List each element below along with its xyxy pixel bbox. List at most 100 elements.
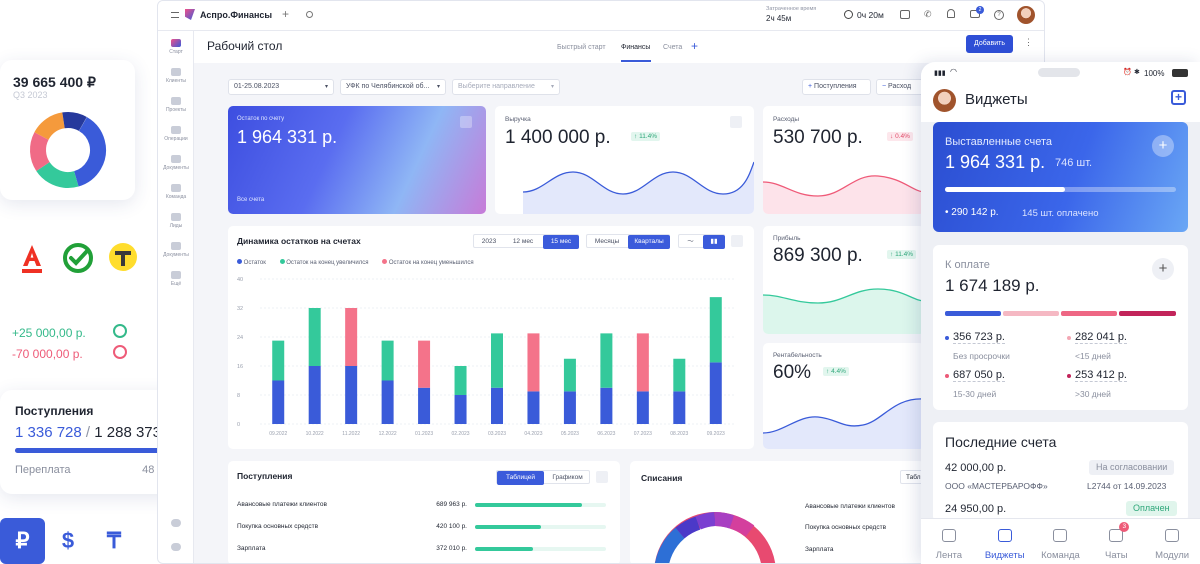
search-icon[interactable]	[306, 11, 313, 18]
profit-card[interactable]: Прибыль 869 300 р. ↑ 11.4%	[763, 226, 925, 334]
recent-amount[interactable]: 42 000,00 р.	[945, 462, 1007, 474]
bar-segment[interactable]	[308, 308, 321, 366]
nav-item[interactable]: Лента	[921, 519, 977, 564]
bar-segment[interactable]	[600, 387, 613, 424]
balance-card[interactable]: Остаток по счету 1 964 331 р. Все счета	[228, 106, 486, 214]
payable-item[interactable]: 356 723 р. Без просрочки	[945, 331, 1055, 365]
bar-segment[interactable]	[418, 340, 431, 388]
drag-handle-icon[interactable]	[596, 471, 608, 483]
menu-icon[interactable]	[171, 12, 179, 18]
tab-quick-start[interactable]: Быстрый старт	[557, 44, 606, 51]
bar-segment[interactable]	[636, 391, 649, 424]
bar-segment[interactable]	[272, 380, 285, 425]
payable-item[interactable]: 282 041 р. <15 дней	[1067, 331, 1177, 365]
add-tab-icon[interactable]: +	[691, 39, 699, 53]
help-icon[interactable]: ?	[994, 10, 1004, 20]
bar-segment[interactable]	[709, 362, 722, 424]
issued-invoices-card[interactable]: Выставленные счета 1 964 331 р. 746 шт. …	[933, 122, 1188, 232]
sidebar-item-team[interactable]: Команда	[158, 184, 194, 200]
nav-item[interactable]: Виджеты	[977, 519, 1033, 564]
bar-segment[interactable]	[491, 387, 503, 424]
payable-item[interactable]: 687 050 р. 15-30 дней	[945, 369, 1055, 403]
phone-avatar[interactable]	[933, 89, 956, 112]
bar-segment[interactable]	[600, 333, 613, 388]
sidebar-item-more[interactable]: Ещё	[158, 271, 194, 287]
nav-item[interactable]: Чаты 3	[1088, 519, 1144, 564]
bar-segment[interactable]	[381, 380, 394, 425]
view-table[interactable]: Таблицей	[497, 471, 544, 485]
currency-kzt-button[interactable]: ₸	[107, 528, 121, 553]
grouping-quarters[interactable]: Кварталы	[628, 235, 670, 249]
bar-segment[interactable]	[454, 366, 467, 395]
sidebar-item-start[interactable]: Старт	[158, 39, 194, 55]
direction-filter[interactable]: Выберите направление ▾	[452, 79, 560, 95]
writeoffs-view-button[interactable]: Табл	[900, 470, 925, 484]
add-button[interactable]: Добавить	[966, 35, 1013, 53]
period-15m[interactable]: 15 мес	[543, 235, 579, 249]
bar-chart-icon[interactable]: ▮▮	[703, 235, 725, 249]
sidebar-item-documents-2[interactable]: Документы	[158, 242, 194, 258]
add-icon[interactable]: +	[1152, 135, 1174, 157]
chat-bubble-icon[interactable]	[171, 543, 181, 551]
bar-segment[interactable]	[272, 340, 285, 381]
table-row[interactable]: Зарплата 372 010 р.	[237, 545, 609, 559]
bar-segment[interactable]	[454, 395, 467, 424]
line-chart-icon[interactable]: 〜	[687, 238, 694, 245]
grouping-months[interactable]: Месяцы	[594, 238, 620, 245]
nav-item[interactable]: Модули	[1144, 519, 1200, 564]
add-icon[interactable]: +	[1152, 258, 1174, 280]
user-avatar[interactable]	[1017, 6, 1035, 24]
bar-segment[interactable]	[636, 333, 649, 392]
bar-segment[interactable]	[563, 358, 576, 392]
expenses-card[interactable]: Расходы 530 700 р. ↓ 0.4%	[763, 106, 925, 214]
timer-value[interactable]: 0ч 20м	[857, 10, 884, 20]
bar-segment[interactable]	[709, 297, 722, 363]
chat-bubble-icon[interactable]	[171, 519, 181, 527]
plus-icon[interactable]: +	[282, 7, 290, 21]
bar-segment[interactable]	[308, 366, 321, 424]
add-widget-icon[interactable]: +	[1171, 90, 1186, 105]
phone-icon[interactable]: ✆	[924, 9, 932, 19]
date-filter[interactable]: 01-25.08.2023 ▾	[228, 79, 334, 95]
bar-segment[interactable]	[491, 333, 503, 388]
bell-icon[interactable]	[947, 9, 955, 18]
bar-segment[interactable]	[345, 366, 358, 424]
view-chart[interactable]: Графиком	[552, 474, 583, 481]
drag-handle-icon[interactable]	[731, 235, 743, 247]
drag-handle-icon[interactable]	[460, 116, 472, 128]
table-row[interactable]: Авансовые платежи клиентов 689 963 р.	[237, 501, 609, 515]
recent-amount[interactable]: 24 950,00 р.	[945, 503, 1007, 515]
bar-segment[interactable]	[527, 333, 540, 392]
currency-usd-button[interactable]: $	[61, 528, 75, 553]
sidebar-item-operations[interactable]: Операции	[158, 126, 194, 142]
bar-segment[interactable]	[381, 340, 394, 381]
sidebar-item-clients[interactable]: Клиенты	[158, 68, 194, 84]
bar-segment[interactable]	[418, 387, 431, 424]
sidebar-item-leads[interactable]: Лиды	[158, 213, 194, 229]
bar-segment[interactable]	[345, 308, 358, 366]
nav-item[interactable]: Команда	[1033, 519, 1089, 564]
more-options-icon[interactable]: ⋮	[1024, 37, 1033, 47]
notes-icon[interactable]	[900, 10, 910, 19]
table-row[interactable]: Покупка основных средств 420 100 р.	[237, 523, 609, 537]
sidebar-item-documents[interactable]: Документы	[158, 155, 194, 171]
tab-invoices[interactable]: Счета	[663, 44, 683, 51]
chat-icon[interactable]	[970, 10, 980, 18]
drag-handle-icon[interactable]	[730, 116, 742, 128]
period-2023[interactable]: 2023	[481, 238, 497, 245]
bar-segment[interactable]	[563, 391, 576, 424]
bank-filter[interactable]: УФК по Челябинской об... ▾	[340, 79, 446, 95]
profitability-card[interactable]: Рентабельность 60% ↑ 4.4%	[763, 343, 925, 449]
brand-name[interactable]: Аспро.Финансы	[200, 10, 273, 20]
balance-footer[interactable]: Все счета	[237, 197, 265, 203]
stopwatch-icon[interactable]	[844, 10, 853, 19]
bar-segment[interactable]	[673, 358, 686, 392]
bar-segment[interactable]	[673, 391, 686, 424]
revenue-card[interactable]: Выручка 1 400 000 р. ↑ 11.4%	[495, 106, 754, 214]
bar-segment[interactable]	[527, 391, 540, 424]
income-action-button[interactable]: + Поступления	[802, 79, 871, 95]
payable-item[interactable]: 253 412 р. >30 дней	[1067, 369, 1177, 403]
payable-card[interactable]: К оплате 1 674 189 р. + 356 723 р. Без пр…	[933, 245, 1188, 410]
sidebar-item-projects[interactable]: Проекты	[158, 97, 194, 113]
period-12m[interactable]: 12 мес	[512, 238, 534, 245]
